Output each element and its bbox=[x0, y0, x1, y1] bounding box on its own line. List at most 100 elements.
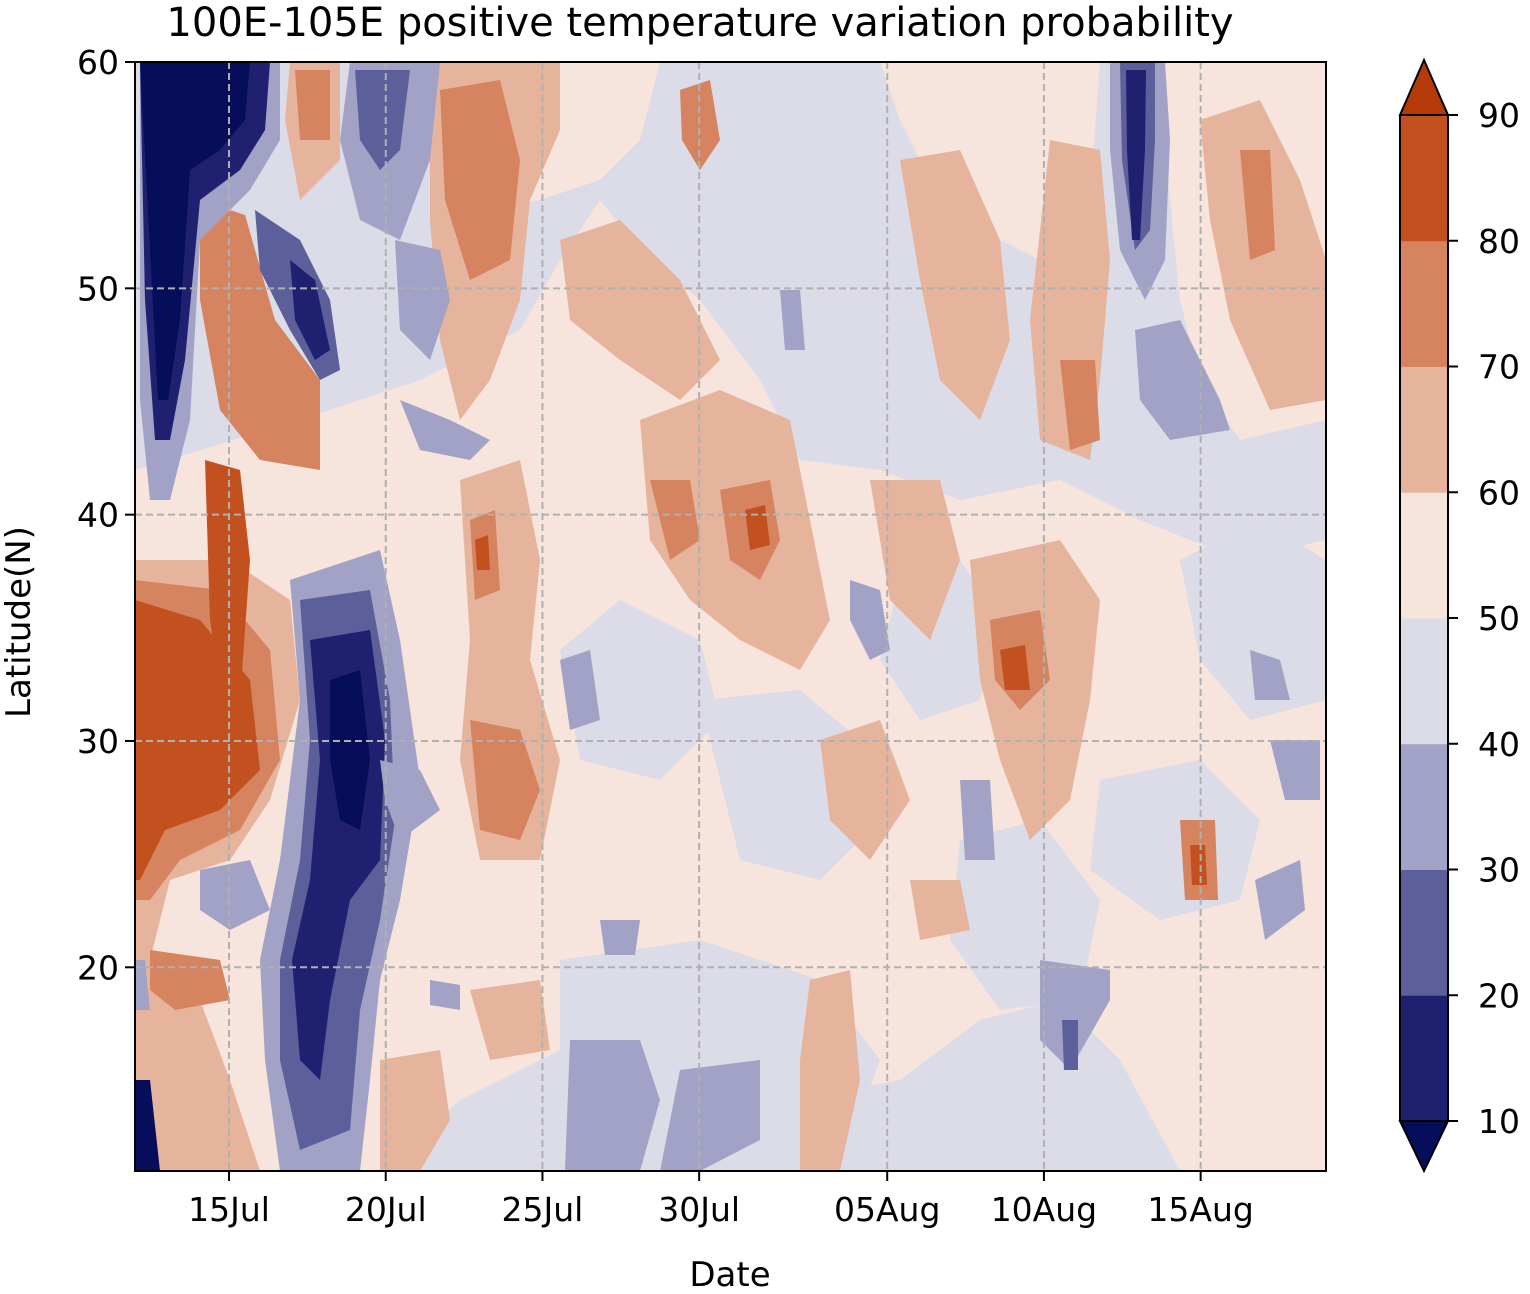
y-tick-label: 50 bbox=[77, 269, 119, 308]
warm-streak-11 bbox=[800, 970, 860, 1171]
colorbar-tick-label: 40 bbox=[1478, 725, 1520, 764]
hottest-3 bbox=[475, 535, 490, 570]
cold-patch-upper-mid-2 bbox=[290, 260, 330, 360]
scattered-cool-patches bbox=[380, 240, 1320, 1171]
cool-patch-6 bbox=[950, 820, 1100, 1010]
colorbar-tick-label: 20 bbox=[1478, 976, 1520, 1015]
colorbar: 10 20 30 40 50 60 70 80 90 bbox=[1398, 57, 1520, 1174]
cool-dot-4 bbox=[660, 1060, 760, 1171]
cool-patch-1 bbox=[560, 600, 720, 780]
cool-patch-4 bbox=[1090, 760, 1260, 920]
x-tick-label: 15Aug bbox=[1147, 1190, 1253, 1229]
colorbar-extend-high bbox=[1398, 57, 1450, 116]
gridlines bbox=[135, 62, 1326, 1171]
hot-band-lower-patch bbox=[150, 950, 230, 1010]
colorbar-segment bbox=[1400, 618, 1448, 745]
hottest-4 bbox=[1190, 845, 1207, 885]
colorbar-segment bbox=[1400, 743, 1448, 870]
chart-title: 100E-105E positive temperature variation… bbox=[166, 0, 1233, 46]
hot-streak-3 bbox=[680, 80, 720, 170]
warm-streak-15 bbox=[910, 880, 970, 940]
hot-streak-4 bbox=[650, 480, 700, 560]
cool-patch-8 bbox=[700, 62, 900, 320]
y-axis-label: Latitude(N) bbox=[0, 526, 39, 718]
contour-band-80-90 bbox=[475, 505, 1207, 885]
y-tick-label: 60 bbox=[77, 43, 119, 82]
cold-patch-left-edge bbox=[135, 960, 150, 1010]
x-tick-label: 15Jul bbox=[188, 1190, 270, 1229]
warm-streak-12 bbox=[380, 1050, 450, 1171]
cool-dot-15 bbox=[400, 400, 490, 460]
cool-dot-6 bbox=[960, 780, 995, 860]
colorbar-tick-label: 80 bbox=[1478, 222, 1520, 261]
cold-column-left-3 bbox=[140, 62, 250, 400]
cool-dot-11 bbox=[1250, 650, 1290, 700]
left-strong-features bbox=[135, 62, 440, 1171]
cool-dot-12 bbox=[1270, 740, 1320, 800]
cold-patch-mid-left bbox=[200, 860, 270, 930]
contour-field bbox=[135, 62, 1326, 1171]
cold-main-column-deep bbox=[330, 670, 370, 830]
colorbar-tick-label: 50 bbox=[1478, 599, 1520, 638]
hot-streak-8 bbox=[295, 70, 330, 140]
cool-dot-7 bbox=[1040, 960, 1110, 1070]
warm-streak-9 bbox=[1200, 100, 1326, 410]
contour-band-40-50 bbox=[560, 62, 1326, 1171]
hot-streak-1 bbox=[440, 80, 520, 280]
colorbar-segment bbox=[1400, 869, 1448, 996]
colorbar-extend-low bbox=[1398, 1120, 1450, 1174]
cool-dot-13 bbox=[780, 290, 805, 350]
cool-dot-1 bbox=[560, 650, 600, 730]
plot-frame bbox=[134, 61, 1327, 1172]
x-tick-label: 30Jul bbox=[658, 1190, 740, 1229]
x-axis-ticks: 15Jul 20Jul 25Jul 30Jul 05Aug 10Aug 15Aug bbox=[188, 1171, 1254, 1229]
colorbar-tick-label: 30 bbox=[1478, 851, 1520, 890]
colorbar-segment bbox=[1400, 240, 1448, 367]
hot-streak-7 bbox=[1060, 360, 1100, 450]
y-tick-label: 30 bbox=[77, 722, 119, 761]
cold-column-right-upper-2 bbox=[355, 70, 410, 170]
hot-band-mid-left bbox=[205, 460, 250, 720]
cool-dot-5 bbox=[850, 580, 890, 660]
warm-streak-6 bbox=[870, 480, 960, 640]
hot-streak-2 bbox=[470, 720, 540, 840]
cool-dot-16 bbox=[430, 980, 460, 1010]
x-tick-label: 25Jul bbox=[502, 1190, 584, 1229]
x-tick-label: 20Jul bbox=[345, 1190, 427, 1229]
cool-patch-7 bbox=[1180, 520, 1326, 720]
warm-streak-5 bbox=[900, 150, 1010, 420]
cool-dot-3 bbox=[565, 1040, 660, 1171]
cold-patch-bottom-left bbox=[135, 1080, 160, 1171]
cool-dot-9 bbox=[1135, 320, 1230, 440]
colorbar-segment bbox=[1400, 995, 1448, 1122]
cool-dot-14 bbox=[395, 240, 450, 360]
colorbar-tick-label: 60 bbox=[1478, 473, 1520, 512]
hottest-1 bbox=[1000, 645, 1030, 690]
hot-band-upper-left-edge bbox=[200, 200, 320, 470]
y-tick-label: 40 bbox=[77, 496, 119, 535]
y-tick-label: 20 bbox=[77, 948, 119, 987]
colorbar-segment bbox=[1400, 366, 1448, 493]
colorbar-segment bbox=[1400, 492, 1448, 619]
warm-streak-14 bbox=[470, 980, 550, 1060]
colorbar-tick-label: 70 bbox=[1478, 348, 1520, 387]
contour-band-70-80 bbox=[295, 70, 1275, 900]
right-cold-streak bbox=[1110, 62, 1170, 300]
y-axis-ticks: 20 30 40 50 60 bbox=[77, 43, 135, 987]
right-cold-core bbox=[1126, 70, 1146, 240]
cool-dot-2 bbox=[600, 920, 640, 955]
cool-dot-8 bbox=[1062, 1020, 1078, 1070]
warm-streak-4 bbox=[560, 220, 720, 400]
cool-dot-17 bbox=[380, 760, 440, 840]
hottest-2 bbox=[745, 505, 770, 550]
x-tick-label: 10Aug bbox=[991, 1190, 1097, 1229]
colorbar-tick-label: 10 bbox=[1478, 1102, 1520, 1141]
colorbar-segment bbox=[1400, 115, 1448, 242]
hot-streak-9 bbox=[1240, 150, 1275, 260]
cool-dot-10 bbox=[1255, 860, 1305, 940]
x-tick-label: 05Aug bbox=[834, 1190, 940, 1229]
x-axis-label: Date bbox=[689, 1255, 770, 1290]
colorbar-tick-label: 90 bbox=[1478, 96, 1520, 135]
